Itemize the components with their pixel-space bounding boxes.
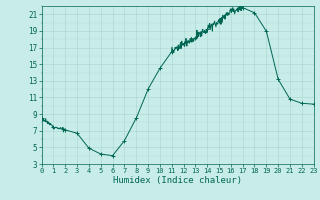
X-axis label: Humidex (Indice chaleur): Humidex (Indice chaleur) <box>113 176 242 185</box>
